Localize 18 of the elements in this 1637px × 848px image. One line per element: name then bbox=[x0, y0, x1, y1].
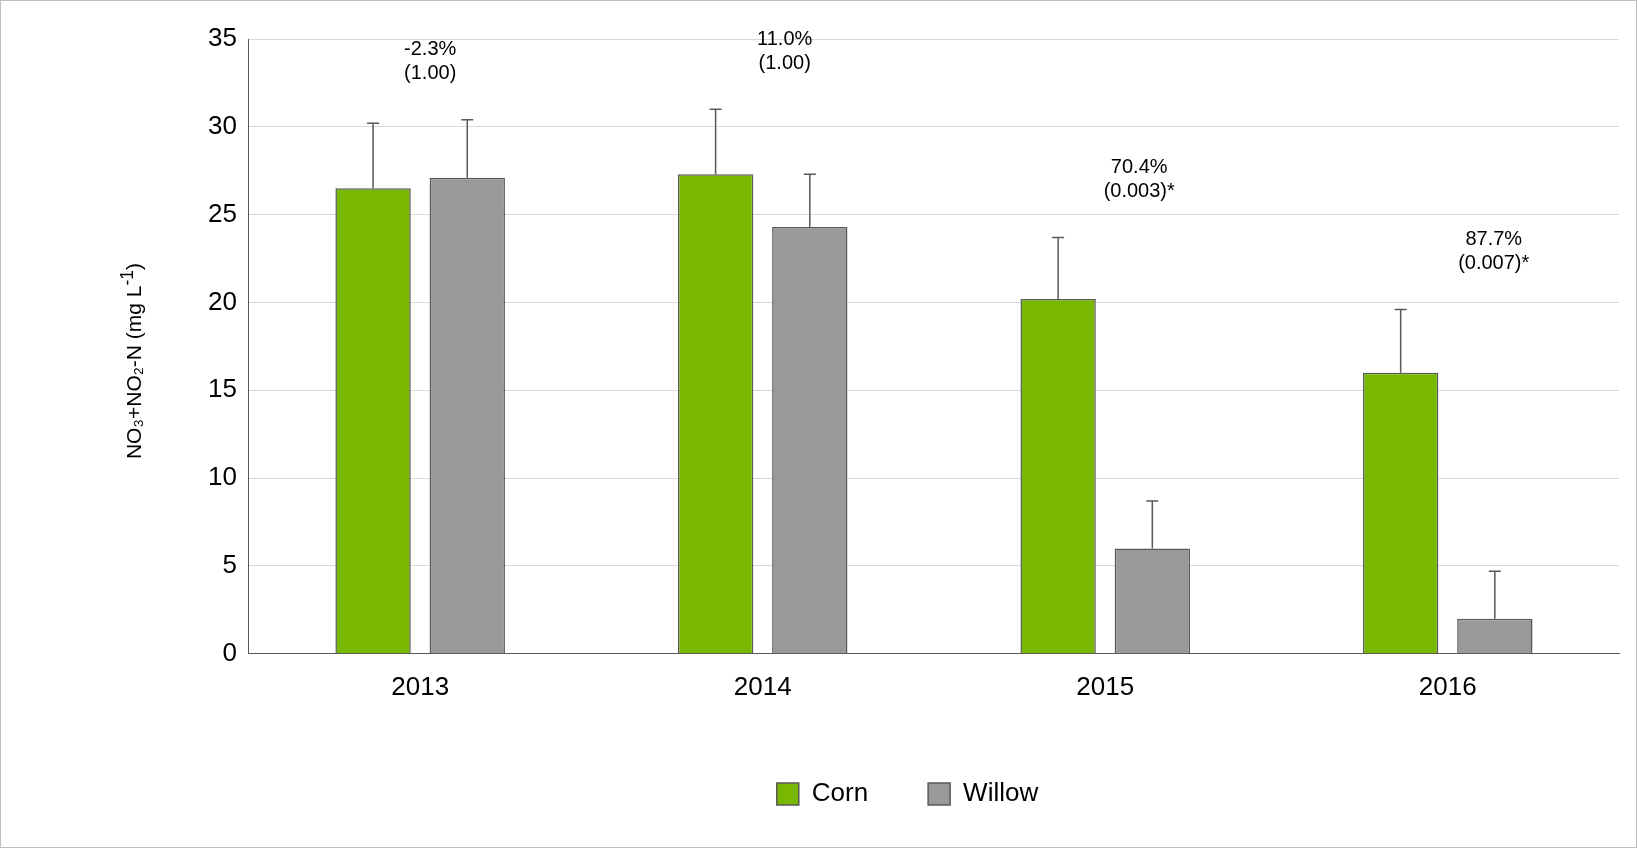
annotation: -2.3% (1.00) bbox=[404, 37, 457, 84]
legend-label: Corn bbox=[811, 777, 869, 808]
y-tick-label: 35 bbox=[208, 22, 237, 53]
x-tick-label: 2014 bbox=[733, 670, 792, 701]
x-tick-label: 2016 bbox=[1418, 670, 1477, 701]
annotation: 87.7% (0.007)* bbox=[1458, 227, 1530, 274]
x-tick-label: 2015 bbox=[1076, 670, 1135, 701]
y-tick-label: 30 bbox=[208, 110, 237, 140]
x-tick-label: 2013 bbox=[391, 670, 450, 701]
y-tick-label: 5 bbox=[222, 549, 237, 580]
y-tick-label: 0 bbox=[222, 636, 237, 667]
y-tick-label: 25 bbox=[208, 197, 237, 228]
legend-label: Willow bbox=[963, 777, 1039, 808]
y-tick-label: 15 bbox=[208, 373, 237, 404]
y-tick-label: 20 bbox=[208, 285, 237, 316]
y-tick-label: 10 bbox=[208, 461, 237, 492]
annotation: 70.4% (0.003)* bbox=[1103, 155, 1176, 202]
annotation: 11.0% (1.00) bbox=[757, 26, 813, 73]
